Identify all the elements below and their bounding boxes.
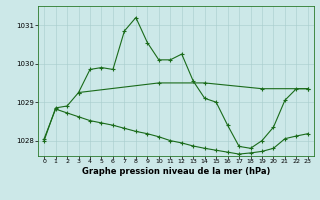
X-axis label: Graphe pression niveau de la mer (hPa): Graphe pression niveau de la mer (hPa) — [82, 167, 270, 176]
